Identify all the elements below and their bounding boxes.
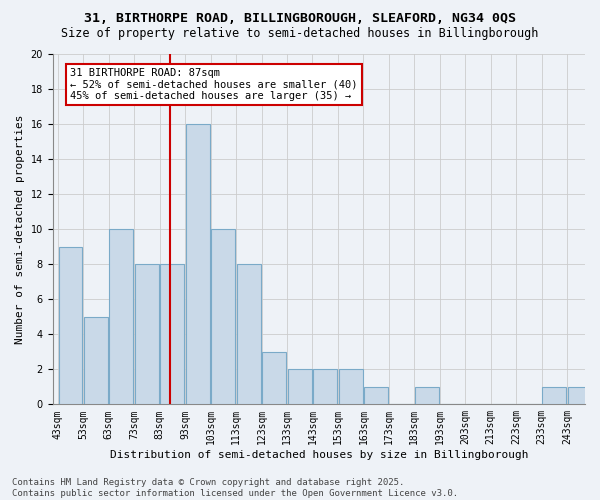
- Bar: [313, 370, 337, 404]
- Bar: [364, 387, 388, 404]
- X-axis label: Distribution of semi-detached houses by size in Billingborough: Distribution of semi-detached houses by …: [110, 450, 528, 460]
- Bar: [84, 317, 108, 404]
- Bar: [109, 229, 133, 404]
- Bar: [59, 246, 82, 404]
- Bar: [338, 370, 362, 404]
- Bar: [160, 264, 184, 404]
- Text: 31 BIRTHORPE ROAD: 87sqm
← 52% of semi-detached houses are smaller (40)
45% of s: 31 BIRTHORPE ROAD: 87sqm ← 52% of semi-d…: [70, 68, 358, 101]
- Bar: [211, 229, 235, 404]
- Bar: [186, 124, 210, 404]
- Bar: [135, 264, 159, 404]
- Bar: [288, 370, 311, 404]
- Text: 31, BIRTHORPE ROAD, BILLINGBOROUGH, SLEAFORD, NG34 0QS: 31, BIRTHORPE ROAD, BILLINGBOROUGH, SLEA…: [84, 12, 516, 26]
- Bar: [568, 387, 592, 404]
- Text: Size of property relative to semi-detached houses in Billingborough: Size of property relative to semi-detach…: [61, 28, 539, 40]
- Bar: [415, 387, 439, 404]
- Text: Contains HM Land Registry data © Crown copyright and database right 2025.
Contai: Contains HM Land Registry data © Crown c…: [12, 478, 458, 498]
- Bar: [262, 352, 286, 405]
- Y-axis label: Number of semi-detached properties: Number of semi-detached properties: [15, 114, 25, 344]
- Bar: [542, 387, 566, 404]
- Bar: [237, 264, 261, 404]
